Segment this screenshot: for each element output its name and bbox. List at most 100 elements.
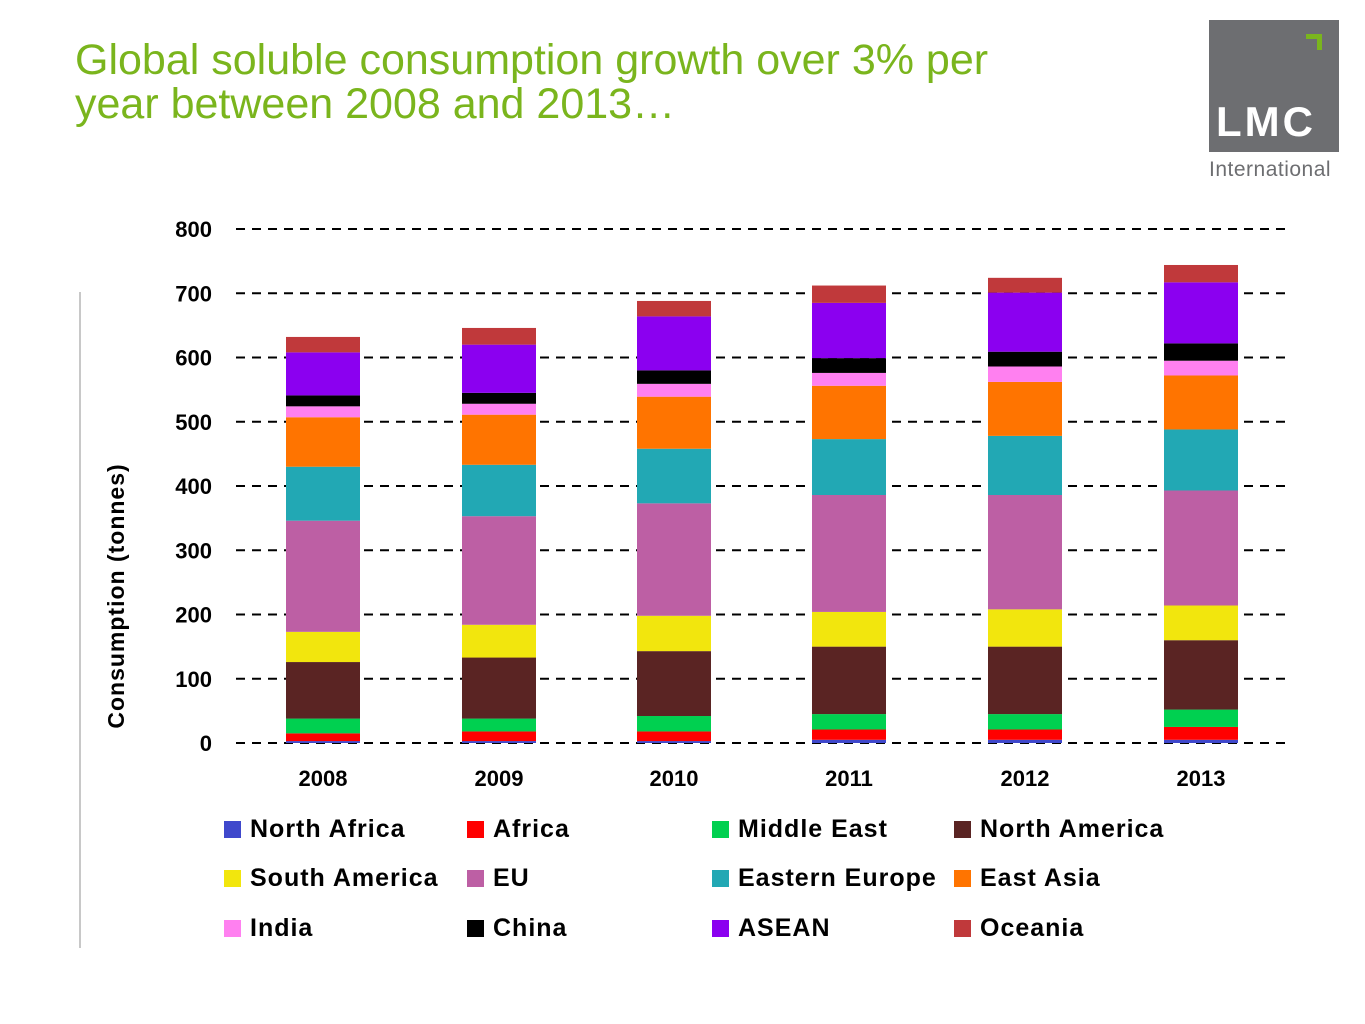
bar-segment: [988, 277, 1062, 293]
bar-segment: [1164, 360, 1238, 376]
legend-swatch: [467, 869, 484, 887]
bar-segment: [1164, 709, 1238, 727]
bar-segment: [1164, 726, 1238, 740]
gridlines: [236, 228, 1290, 744]
legend-swatch: [224, 869, 241, 887]
bar-segment: [462, 657, 536, 719]
x-tick-label: 2012: [1001, 766, 1050, 791]
bar-stack-2012: [988, 277, 1062, 743]
bar-segment: [988, 351, 1062, 367]
bar-segment: [637, 741, 711, 743]
bar-segment: [812, 385, 886, 440]
title-line-2: year between 2008 and 2013…: [75, 80, 676, 128]
bar-segment: [286, 417, 360, 467]
legend-label: Oceania: [980, 913, 1085, 942]
bar-segment: [812, 739, 886, 743]
bar-segment: [812, 611, 886, 647]
bar-segment: [286, 336, 360, 353]
bar-segment: [286, 395, 360, 407]
x-tick-label: 2010: [650, 766, 699, 791]
x-tick-label: 2013: [1177, 766, 1226, 791]
x-tick-label: 2009: [475, 766, 524, 791]
bar-segment: [286, 520, 360, 632]
bar-segment: [637, 383, 711, 397]
bar-segment: [637, 615, 711, 652]
bar-segment: [462, 344, 536, 393]
bar-segment: [462, 624, 536, 658]
x-tick-label: 2011: [825, 766, 873, 791]
legend-label: North Africa: [250, 814, 406, 843]
bar-segment: [462, 414, 536, 465]
bar-segment: [988, 366, 1062, 382]
logo-brand-text: LMC: [1216, 98, 1316, 145]
bar-segment: [1164, 375, 1238, 430]
bar-stack-2009: [462, 327, 536, 743]
left-divider: [79, 292, 81, 948]
bar-segment: [637, 651, 711, 717]
bar-segment: [462, 464, 536, 517]
bar-segment: [637, 396, 711, 449]
logo-corner-mark-icon: [1306, 34, 1322, 50]
y-tick-label: 300: [175, 538, 212, 563]
bar-stack-2008: [286, 336, 360, 743]
legend-label: EU: [493, 863, 530, 892]
bar-segment: [1164, 605, 1238, 641]
bar-segment: [988, 435, 1062, 495]
legend-item: North Africa: [224, 811, 406, 847]
y-tick-label: 100: [175, 667, 212, 692]
legend-item: Eastern Europe: [712, 860, 937, 896]
y-tick-label: 400: [175, 474, 212, 499]
bar-segment: [812, 439, 886, 495]
legend-label: Eastern Europe: [738, 863, 937, 892]
bar-segment: [637, 503, 711, 616]
bar-segment: [812, 358, 886, 373]
legend-label: Africa: [493, 814, 570, 843]
x-tick-label: 2008: [299, 766, 348, 791]
legend-item: EU: [467, 860, 530, 896]
bar-segment: [988, 739, 1062, 743]
legend-label: India: [250, 913, 314, 942]
bar-segment: [812, 646, 886, 715]
legend-item: China: [467, 910, 567, 946]
bar-segment: [812, 372, 886, 386]
legend-swatch: [954, 869, 971, 887]
legend-swatch: [224, 820, 241, 838]
y-tick-label: 200: [175, 603, 212, 628]
legend-item: East Asia: [954, 860, 1101, 896]
bar-segment: [988, 729, 1062, 740]
legend-label: East Asia: [980, 863, 1101, 892]
legend-item: India: [224, 910, 313, 946]
bar-segment: [286, 466, 360, 521]
legend-item: ASEAN: [712, 910, 831, 946]
bar-segment: [462, 741, 536, 743]
bar-stack-2013: [1164, 264, 1238, 743]
legend-swatch: [712, 820, 729, 838]
y-tick-label: 700: [175, 281, 212, 306]
bar-segment: [286, 662, 360, 719]
page-title: Global soluble consumption growth over 3…: [75, 38, 1155, 126]
bar-segment: [637, 731, 711, 742]
legend-item: Middle East: [712, 811, 888, 847]
bar-segment: [988, 381, 1062, 436]
chart-legend: North Africa Africa Middle East North Ameri…: [224, 810, 1224, 960]
bar-segment: [988, 609, 1062, 647]
legend-label: South America: [250, 863, 439, 892]
bar-segment: [812, 285, 886, 303]
title-line-1: Global soluble consumption growth over 3…: [75, 36, 989, 84]
y-tick-label: 500: [175, 410, 212, 435]
bar-segment: [462, 327, 536, 345]
legend-item: North America: [954, 811, 1164, 847]
bar-segment: [286, 733, 360, 742]
bar-segment: [1164, 490, 1238, 606]
bar-stack-2010: [637, 300, 711, 743]
legend-item: South America: [224, 860, 439, 896]
bar-segment: [462, 718, 536, 732]
bar-segment: [988, 292, 1062, 352]
y-axis-label: Consumption (tonnes): [103, 463, 129, 728]
bar-segment: [286, 406, 360, 418]
bar-segment: [988, 646, 1062, 715]
bar-segment: [988, 494, 1062, 610]
bar-segment: [1164, 739, 1238, 743]
bar-segment: [462, 403, 536, 415]
